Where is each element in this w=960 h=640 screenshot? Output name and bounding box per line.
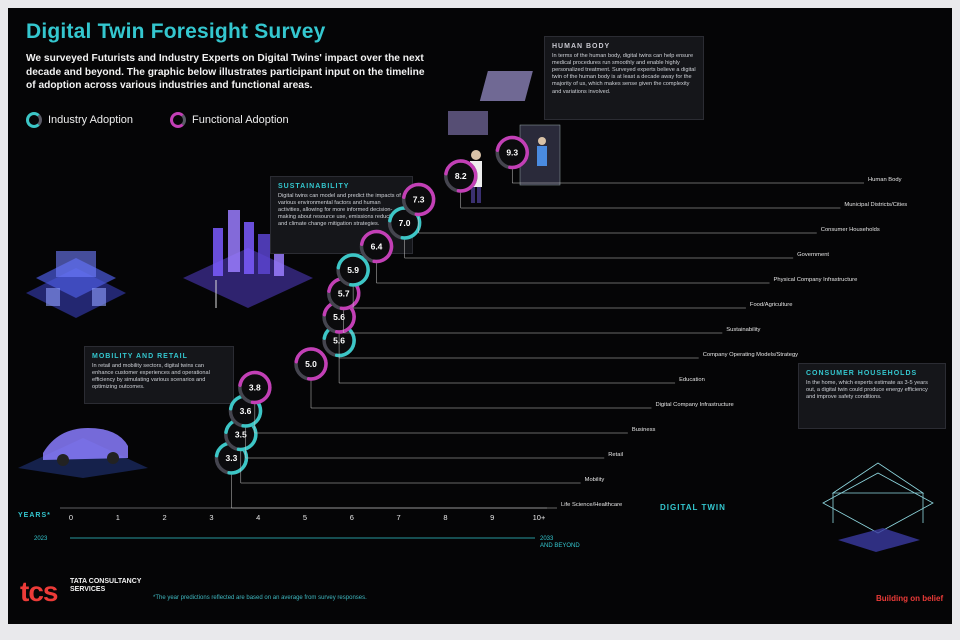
category-label: Food/Agriculture [750, 302, 793, 308]
category-label: Digital Company Infrastructure [655, 402, 733, 408]
sustainability-heading: SUSTAINABILITY [278, 183, 350, 190]
x-tick-label: 4 [256, 513, 260, 522]
category-label: Human Body [868, 177, 902, 183]
category-label: Sustainability [726, 327, 760, 333]
value-label: 5.0 [305, 359, 317, 369]
tagline: Building on belief [876, 594, 944, 603]
functional-ring-icon [170, 112, 186, 128]
x-tick-label: 8 [443, 513, 447, 522]
x-tick-label: 1 [116, 513, 120, 522]
value-label: 3.8 [249, 383, 261, 393]
category-label: Business [632, 427, 656, 433]
value-label: 5.6 [333, 312, 345, 322]
value-ring-arc [336, 253, 370, 287]
value-ring-arc [444, 159, 478, 193]
human-body-heading: HUMAN BODY [552, 43, 611, 50]
value-label: 8.2 [455, 171, 467, 181]
tcs-logo: tcs [20, 576, 58, 607]
category-label: Retail [608, 452, 623, 458]
mobility-callout: MOBILITY AND RETAIL In retail and mobili… [84, 346, 234, 404]
x-tick-label: 10+ [533, 513, 546, 522]
category-label: Government [797, 252, 829, 258]
adoption-chart: YEARS* 0 1 2 3 4 5 6 7 8 9 10+ DIGITAL TWIN 2023 2033A… [18, 135, 907, 549]
sustainability-callout: SUSTAINABILITY Digital twins can model a… [270, 176, 413, 254]
timeline-end: 2033 [540, 536, 554, 542]
category-label: Company Operating Models/Strategy [703, 352, 798, 358]
company-name: TATA CONSULTANCY SERVICES [70, 578, 142, 593]
mobility-text: In retail and mobility sectors, digital … [92, 363, 210, 391]
value-label: 5.7 [338, 289, 350, 299]
value-ring-arc [402, 182, 436, 217]
infographic-poster: Digital Twin Foresight Survey We surveye… [8, 8, 952, 624]
timeline-end-sub: AND BEYOND [540, 543, 580, 549]
legend-functional-label: Functional Adoption [192, 114, 289, 126]
legend-industry-label: Industry Adoption [48, 114, 134, 126]
consumer-text: In the home, which experts estimate as 3… [806, 380, 928, 401]
x-tick-label: 3 [209, 513, 213, 522]
value-label: 6.4 [371, 242, 383, 252]
legend-industry: Industry Adoption [26, 109, 133, 131]
x-tick-label: 0 [69, 513, 73, 522]
consumer-callout: CONSUMER HOUSEHOLDS In the home, which e… [798, 363, 946, 429]
digital-twin-label: DIGITAL TWIN [660, 503, 726, 512]
legend-functional: Functional Adoption [170, 109, 289, 131]
footnote: *The year predictions reflected are base… [153, 595, 367, 601]
timeline-start: 2023 [34, 536, 48, 542]
car-illustration [18, 428, 148, 478]
category-label: Municipal Districts/Cities [844, 202, 907, 208]
x-tick-label: 6 [350, 513, 354, 522]
house-illustration [822, 462, 934, 552]
page-title: Digital Twin Foresight Survey [26, 20, 326, 43]
value-ring-arc [294, 347, 328, 381]
x-tick-label: 7 [397, 513, 401, 522]
value-label: 9.3 [506, 148, 518, 158]
value-ring-arc [495, 135, 529, 170]
category-label: Life Science/Healthcare [561, 502, 622, 508]
value-ring-arc [238, 370, 272, 405]
human-body-text: In terms of the human body, digital twin… [552, 53, 696, 95]
x-tick-label: 5 [303, 513, 307, 522]
value-ring-arc [359, 229, 394, 264]
city-illustration [183, 210, 313, 308]
consumer-heading: CONSUMER HOUSEHOLDS [806, 370, 918, 377]
x-tick-label: 2 [163, 513, 167, 522]
category-label: Consumer Households [821, 227, 880, 233]
value-label: 7.0 [399, 218, 411, 228]
x-axis-label: YEARS* [18, 512, 51, 519]
industry-ring-icon [26, 112, 42, 128]
mobility-heading: MOBILITY AND RETAIL [92, 353, 188, 360]
value-label: 3.6 [240, 406, 252, 416]
human-body-callout: HUMAN BODY In terms of the human body, d… [544, 36, 704, 120]
sustainability-text: Digital twins can model and predict the … [278, 193, 401, 228]
category-label: Physical Company Infrastructure [774, 277, 858, 283]
value-label: 3.3 [226, 453, 238, 463]
value-label: 7.3 [413, 195, 425, 205]
category-label: Education [679, 377, 705, 383]
value-label: 5.9 [347, 265, 359, 275]
intro-text: We surveyed Futurists and Industry Exper… [26, 53, 425, 91]
category-label: Mobility [585, 477, 605, 483]
x-tick-label: 9 [490, 513, 494, 522]
server-illustration [26, 251, 126, 318]
value-label: 3.5 [235, 430, 247, 440]
